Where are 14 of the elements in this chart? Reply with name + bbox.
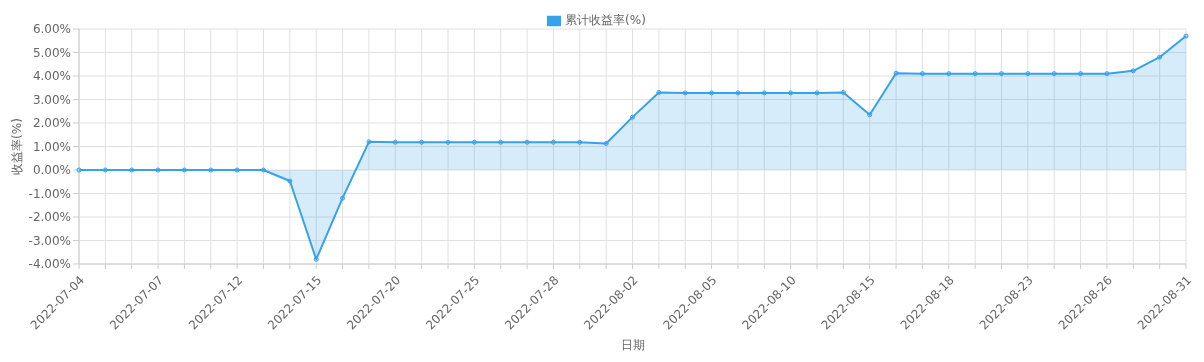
legend-label: 累计收益率(%): [565, 13, 646, 27]
y-tick-label: -1.00%: [28, 186, 71, 201]
y-tick-label: -4.00%: [28, 257, 71, 272]
y-tick-label: 0.00%: [32, 163, 71, 178]
y-tick-label: 3.00%: [32, 92, 71, 107]
y-tick-label: 4.00%: [32, 69, 71, 84]
y-tick-label: -2.00%: [28, 210, 71, 225]
y-tick-label: 1.00%: [32, 139, 71, 154]
x-axis-title: 日期: [620, 338, 645, 352]
y-axis-title: 收益率(%): [10, 118, 25, 175]
y-tick-label: 6.00%: [32, 22, 71, 37]
y-tick-label: -3.00%: [28, 233, 71, 248]
y-tick-label: 2.00%: [32, 116, 71, 131]
y-tick-label: 5.00%: [32, 45, 71, 60]
